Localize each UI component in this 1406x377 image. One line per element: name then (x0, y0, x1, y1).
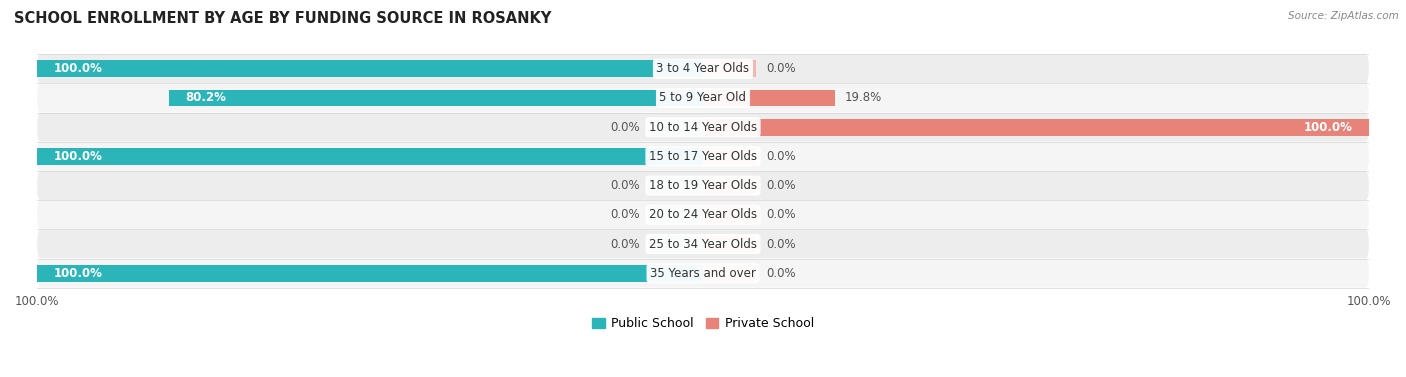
FancyBboxPatch shape (37, 142, 1369, 171)
Bar (37, 60, 703, 77)
Text: 100.0%: 100.0% (53, 150, 103, 163)
Bar (37, 148, 703, 165)
Text: 100.0%: 100.0% (53, 62, 103, 75)
Bar (650, 177, 703, 194)
Text: 0.0%: 0.0% (766, 62, 796, 75)
FancyBboxPatch shape (37, 259, 1369, 288)
Text: 0.0%: 0.0% (610, 179, 640, 192)
Legend: Public School, Private School: Public School, Private School (588, 312, 818, 335)
Text: 19.8%: 19.8% (845, 92, 882, 104)
Text: 0.0%: 0.0% (766, 238, 796, 251)
Text: 0.0%: 0.0% (610, 238, 640, 251)
Text: 0.0%: 0.0% (766, 179, 796, 192)
Bar (650, 206, 703, 223)
FancyBboxPatch shape (37, 84, 1369, 112)
Text: 0.0%: 0.0% (766, 208, 796, 221)
Text: 10 to 14 Year Olds: 10 to 14 Year Olds (650, 121, 756, 134)
Bar (703, 119, 1369, 136)
FancyBboxPatch shape (37, 171, 1369, 200)
Bar (650, 236, 703, 253)
Bar (703, 265, 756, 282)
Text: 25 to 34 Year Olds: 25 to 34 Year Olds (650, 238, 756, 251)
Text: 80.2%: 80.2% (186, 92, 226, 104)
Bar (703, 89, 835, 106)
Text: 35 Years and over: 35 Years and over (650, 267, 756, 280)
Text: 0.0%: 0.0% (610, 121, 640, 134)
Bar (703, 236, 756, 253)
FancyBboxPatch shape (37, 201, 1369, 229)
Bar (650, 119, 703, 136)
Bar (703, 148, 756, 165)
Text: 0.0%: 0.0% (766, 267, 796, 280)
Text: 100.0%: 100.0% (53, 267, 103, 280)
Text: 0.0%: 0.0% (610, 208, 640, 221)
Bar (169, 89, 703, 106)
Text: 100.0%: 100.0% (1303, 121, 1353, 134)
Text: 3 to 4 Year Olds: 3 to 4 Year Olds (657, 62, 749, 75)
Bar (703, 206, 756, 223)
Bar (703, 177, 756, 194)
Bar (37, 265, 703, 282)
Text: 20 to 24 Year Olds: 20 to 24 Year Olds (650, 208, 756, 221)
Text: 18 to 19 Year Olds: 18 to 19 Year Olds (650, 179, 756, 192)
Text: 5 to 9 Year Old: 5 to 9 Year Old (659, 92, 747, 104)
Text: Source: ZipAtlas.com: Source: ZipAtlas.com (1288, 11, 1399, 21)
FancyBboxPatch shape (37, 54, 1369, 83)
Bar (703, 60, 756, 77)
FancyBboxPatch shape (37, 230, 1369, 258)
Text: 15 to 17 Year Olds: 15 to 17 Year Olds (650, 150, 756, 163)
Text: SCHOOL ENROLLMENT BY AGE BY FUNDING SOURCE IN ROSANKY: SCHOOL ENROLLMENT BY AGE BY FUNDING SOUR… (14, 11, 551, 26)
FancyBboxPatch shape (37, 113, 1369, 141)
Text: 0.0%: 0.0% (766, 150, 796, 163)
